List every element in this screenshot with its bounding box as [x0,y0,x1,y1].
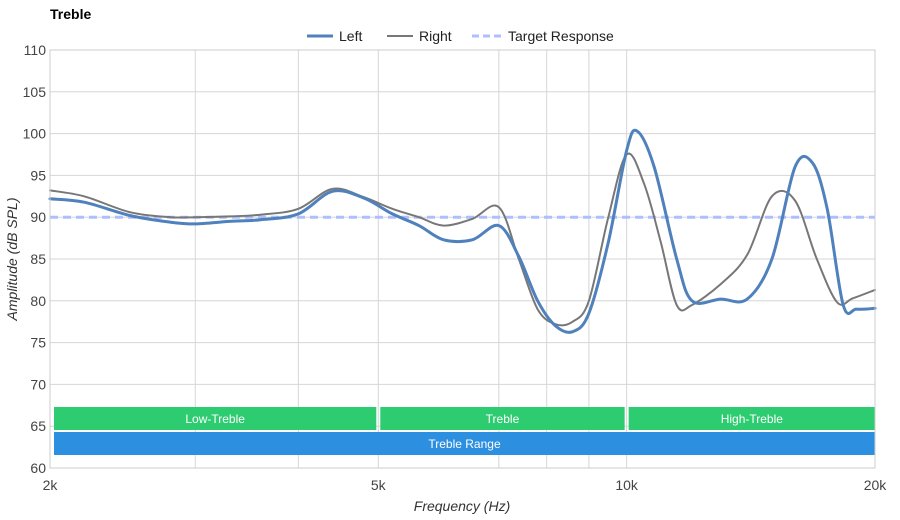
y-axis-title: Amplitude (dB SPL) [4,198,20,322]
y-tick-label: 70 [30,376,46,392]
y-tick-label: 90 [30,209,46,225]
y-tick-label: 110 [24,42,47,58]
x-tick-labels: 2k 5k 10k 20k [43,477,888,493]
band-label: Treble Range [428,437,501,451]
x-tick-label: 20k [864,477,888,493]
chart-title: Treble [50,6,91,22]
y-tick-label: 80 [30,293,46,309]
band-label: Treble [486,412,520,426]
band-group: Low-Treble Treble High-Treble Treble Range [54,407,875,455]
y-tick-label: 60 [30,460,46,476]
y-tick-label: 75 [30,335,46,351]
plot-frame [49,49,876,469]
legend: Left Right Target Response [307,28,614,44]
legend-label-left[interactable]: Left [339,28,362,44]
x-axis-title: Frequency (Hz) [414,498,510,514]
band-low-treble [54,407,377,430]
y-tick-labels: 60 65 70 75 80 85 90 95 100 105 110 [23,42,47,476]
legend-label-target[interactable]: Target Response [508,28,614,44]
x-tick-label: 10k [615,477,639,493]
series-line-left [48,128,877,334]
band-treble [380,407,625,430]
band-high-treble [628,407,875,430]
y-tick-label: 105 [23,84,47,100]
y-tick-label: 85 [30,251,46,267]
x-tick-label: 2k [43,477,59,493]
grid [50,49,875,469]
x-tick-label: 5k [371,477,387,493]
series-line-right [49,152,876,327]
series-layer [48,128,877,334]
y-tick-label: 95 [30,167,46,183]
band-label: Low-Treble [185,412,245,426]
y-tick-label: 65 [30,418,46,434]
band-label: High-Treble [721,412,784,426]
legend-label-right[interactable]: Right [419,28,452,44]
band-treble-range [54,432,875,455]
y-tick-label: 100 [23,126,47,142]
